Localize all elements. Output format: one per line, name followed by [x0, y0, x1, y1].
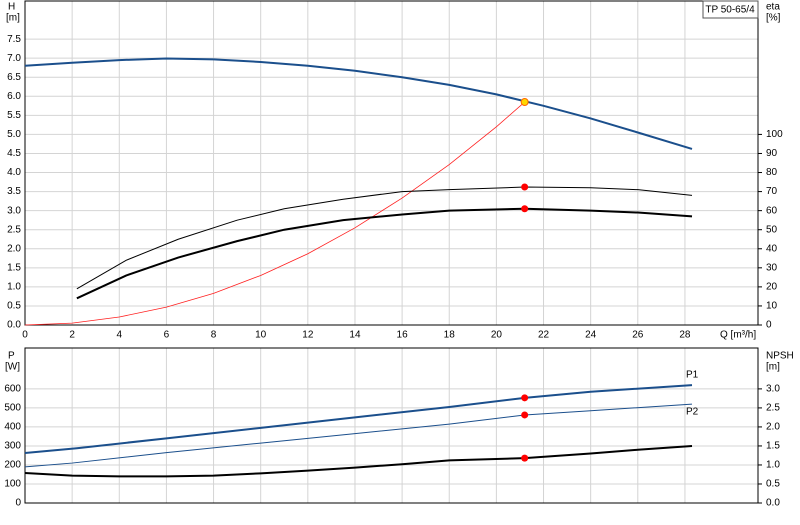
y2-tick-label: 0.5 — [766, 479, 780, 490]
series-label: P2 — [686, 407, 699, 418]
curve — [24, 57, 693, 150]
y2-tick-label: 70 — [766, 186, 778, 197]
operating-point — [521, 411, 529, 419]
y-tick-label: 200 — [4, 460, 21, 471]
x-tick-label: 6 — [164, 330, 170, 341]
x-tick-label: 10 — [255, 330, 267, 341]
curve — [76, 186, 693, 290]
y-tick-label: 5.0 — [7, 129, 21, 140]
operating-point — [521, 454, 529, 462]
y2-tick-label: 30 — [766, 262, 778, 273]
y-tick-label: 4.5 — [7, 148, 21, 159]
y-unit: [W] — [5, 362, 20, 373]
chart-title: TP 50-65/4 — [705, 5, 755, 16]
y-tick-label: 100 — [4, 479, 21, 490]
y2-tick-label: 10 — [766, 301, 778, 312]
y-tick-label: 3.5 — [7, 186, 21, 197]
y2-unit: [%] — [766, 13, 781, 24]
y2-tick-label: 2.5 — [766, 403, 780, 414]
y-tick-label: 6.0 — [7, 91, 21, 102]
y2-tick-label: 50 — [766, 224, 778, 235]
y-tick-label: 0.5 — [7, 301, 21, 312]
y2-tick-label: 3.0 — [766, 384, 780, 395]
x-tick-label: 14 — [349, 330, 361, 341]
y2-tick-label: 0 — [766, 320, 772, 331]
y-tick-label: 6.5 — [7, 72, 21, 83]
y2-unit: [m] — [766, 362, 780, 373]
x-label: Q [m³/h] — [720, 330, 756, 341]
x-tick-label: 8 — [211, 330, 217, 341]
x-tick-label: 22 — [538, 330, 550, 341]
title-box — [702, 0, 759, 19]
y-unit: [m] — [6, 13, 20, 24]
y-tick-label: 0 — [15, 498, 21, 509]
x-tick-label: 2 — [69, 330, 75, 341]
y-label: P — [8, 351, 15, 362]
y2-tick-label: 100 — [766, 129, 783, 140]
y2-tick-label: 40 — [766, 243, 778, 254]
y-tick-label: 7.0 — [7, 53, 21, 64]
y-tick-label: 300 — [4, 441, 21, 452]
curve — [24, 403, 693, 468]
x-tick-label: 0 — [22, 330, 28, 341]
y-tick-label: 0.0 — [7, 320, 21, 331]
y2-tick-label: 60 — [766, 205, 778, 216]
y-tick-label: 1.0 — [7, 282, 21, 293]
operating-point — [521, 205, 529, 213]
x-tick-label: 28 — [679, 330, 691, 341]
x-tick-label: 24 — [585, 330, 597, 341]
y2-label: NPSH — [766, 351, 794, 362]
y2-tick-label: 20 — [766, 282, 778, 293]
y-tick-label: 5.5 — [7, 110, 21, 121]
x-tick-label: 18 — [444, 330, 456, 341]
plot-frame — [24, 0, 759, 326]
series-label: P1 — [686, 370, 699, 381]
y2-tick-label: 0.0 — [766, 498, 780, 509]
x-tick-label: 20 — [491, 330, 503, 341]
x-tick-label: 4 — [116, 330, 122, 341]
curve — [24, 384, 693, 454]
operating-point — [520, 98, 529, 107]
y-tick-label: 500 — [4, 403, 21, 414]
plot-frame — [24, 347, 759, 504]
y-tick-label: 2.0 — [7, 243, 21, 254]
curve — [76, 207, 693, 300]
y2-tick-label: 1.5 — [766, 441, 780, 452]
operating-point — [521, 394, 529, 402]
y2-label: eta — [766, 2, 780, 13]
y2-tick-label: 80 — [766, 167, 778, 178]
y-tick-label: 3.0 — [7, 205, 21, 216]
y-tick-label: 7.5 — [7, 34, 21, 45]
x-tick-label: 16 — [397, 330, 409, 341]
y2-tick-label: 2.0 — [766, 422, 780, 433]
operating-point — [521, 183, 529, 191]
y-label: H — [8, 2, 15, 13]
y2-tick-label: 1.0 — [766, 460, 780, 471]
curve — [24, 101, 525, 326]
curve — [24, 444, 693, 478]
x-tick-label: 26 — [632, 330, 644, 341]
y2-tick-label: 90 — [766, 148, 778, 159]
x-tick-label: 12 — [302, 330, 314, 341]
y-tick-label: 400 — [4, 422, 21, 433]
y-tick-label: 4.0 — [7, 167, 21, 178]
y-tick-label: 600 — [4, 384, 21, 395]
y-tick-label: 2.5 — [7, 224, 21, 235]
y-tick-label: 1.5 — [7, 262, 21, 273]
